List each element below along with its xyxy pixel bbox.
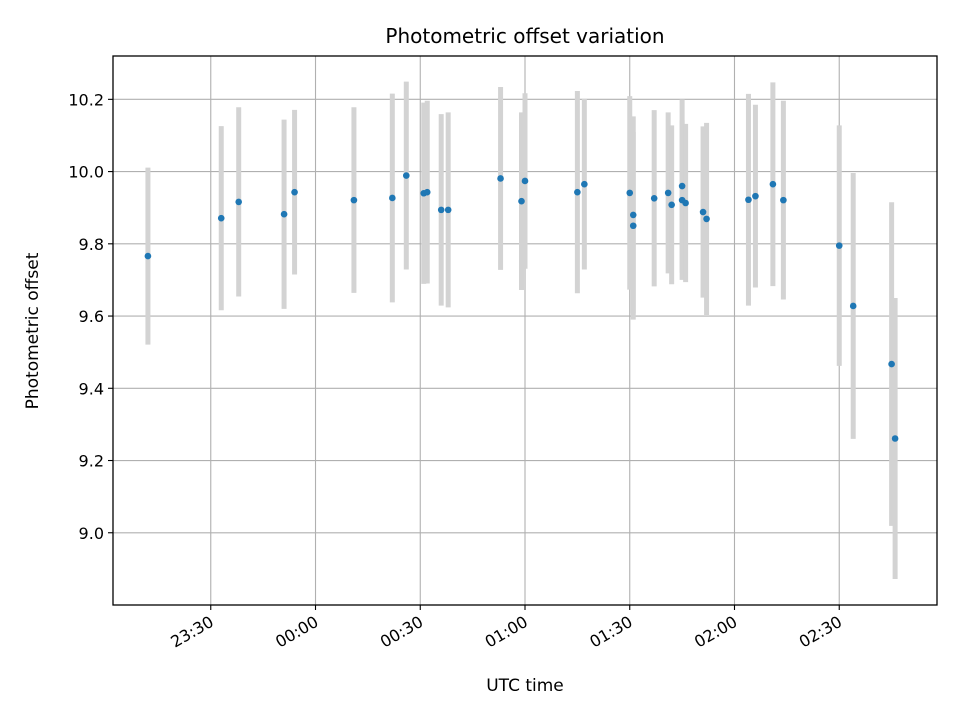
data-point xyxy=(518,197,525,205)
data-point xyxy=(389,194,396,202)
data-point xyxy=(629,222,637,230)
data-point xyxy=(444,206,452,214)
data-point xyxy=(650,195,658,202)
y-tick-label: 9.2 xyxy=(79,452,104,471)
data-point xyxy=(678,182,686,190)
data-point xyxy=(703,215,710,223)
data-point xyxy=(629,211,637,219)
data-point xyxy=(235,198,242,206)
y-tick-label: 9.4 xyxy=(79,379,104,398)
data-point xyxy=(699,208,707,216)
data-point xyxy=(835,242,843,249)
y-axis: 9.0 9.2 9.4 9.6 9.8 10.0 10.2 xyxy=(68,90,113,543)
data-point xyxy=(891,435,899,442)
data-point xyxy=(291,188,298,196)
data-point xyxy=(581,180,588,188)
y-axis-title: Photometric offset xyxy=(23,252,43,409)
data-point xyxy=(402,172,410,179)
data-point xyxy=(280,210,288,218)
data-point xyxy=(574,188,581,196)
data-point xyxy=(423,188,431,196)
data-point xyxy=(664,189,672,197)
y-tick-label: 9.0 xyxy=(79,524,104,543)
data-point xyxy=(668,201,675,209)
y-tick-label: 9.8 xyxy=(79,235,104,254)
data-point xyxy=(626,189,634,197)
data-point xyxy=(888,360,895,368)
data-point xyxy=(497,175,504,182)
data-point xyxy=(752,192,759,200)
data-point xyxy=(780,196,787,204)
data-point xyxy=(521,177,529,185)
chart-title: Photometric offset variation xyxy=(385,24,664,48)
data-point xyxy=(745,196,752,204)
data-point xyxy=(437,206,445,214)
data-point xyxy=(769,180,777,188)
data-point xyxy=(350,196,358,204)
y-tick-label: 10.0 xyxy=(68,163,104,182)
data-point xyxy=(144,252,152,260)
data-points xyxy=(144,172,899,442)
y-tick-label: 9.6 xyxy=(79,307,104,326)
data-point xyxy=(682,199,689,207)
data-point xyxy=(849,302,857,310)
x-axis-title: UTC time xyxy=(486,676,564,696)
y-tick-label: 10.2 xyxy=(68,90,104,109)
data-point xyxy=(217,214,225,222)
